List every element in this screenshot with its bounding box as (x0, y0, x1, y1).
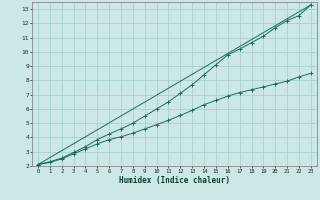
X-axis label: Humidex (Indice chaleur): Humidex (Indice chaleur) (119, 176, 230, 185)
